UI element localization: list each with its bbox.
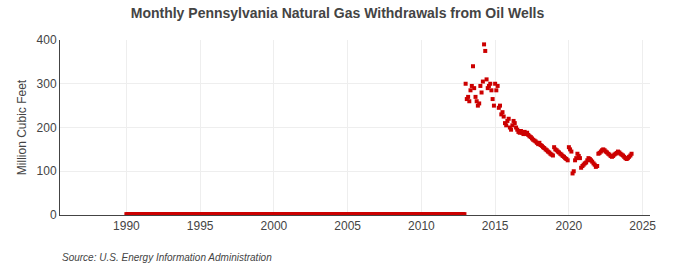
svg-text:1990: 1990 (113, 219, 140, 233)
svg-text:2010: 2010 (408, 219, 435, 233)
svg-text:2020: 2020 (556, 219, 583, 233)
svg-text:Source: U.S. Energy Informatio: Source: U.S. Energy Information Administ… (62, 252, 272, 263)
svg-text:Monthly Pennsylvania Natural G: Monthly Pennsylvania Natural Gas Withdra… (131, 5, 545, 21)
svg-text:200: 200 (37, 121, 57, 135)
svg-text:2025: 2025 (629, 219, 656, 233)
svg-text:300: 300 (37, 77, 57, 91)
svg-text:Million Cubic Feet: Million Cubic Feet (15, 79, 29, 175)
svg-text:0: 0 (50, 208, 57, 222)
svg-text:100: 100 (37, 164, 57, 178)
svg-text:2005: 2005 (334, 219, 361, 233)
svg-text:2015: 2015 (482, 219, 509, 233)
svg-text:2000: 2000 (261, 219, 288, 233)
svg-text:1995: 1995 (187, 219, 214, 233)
svg-text:400: 400 (37, 33, 57, 47)
